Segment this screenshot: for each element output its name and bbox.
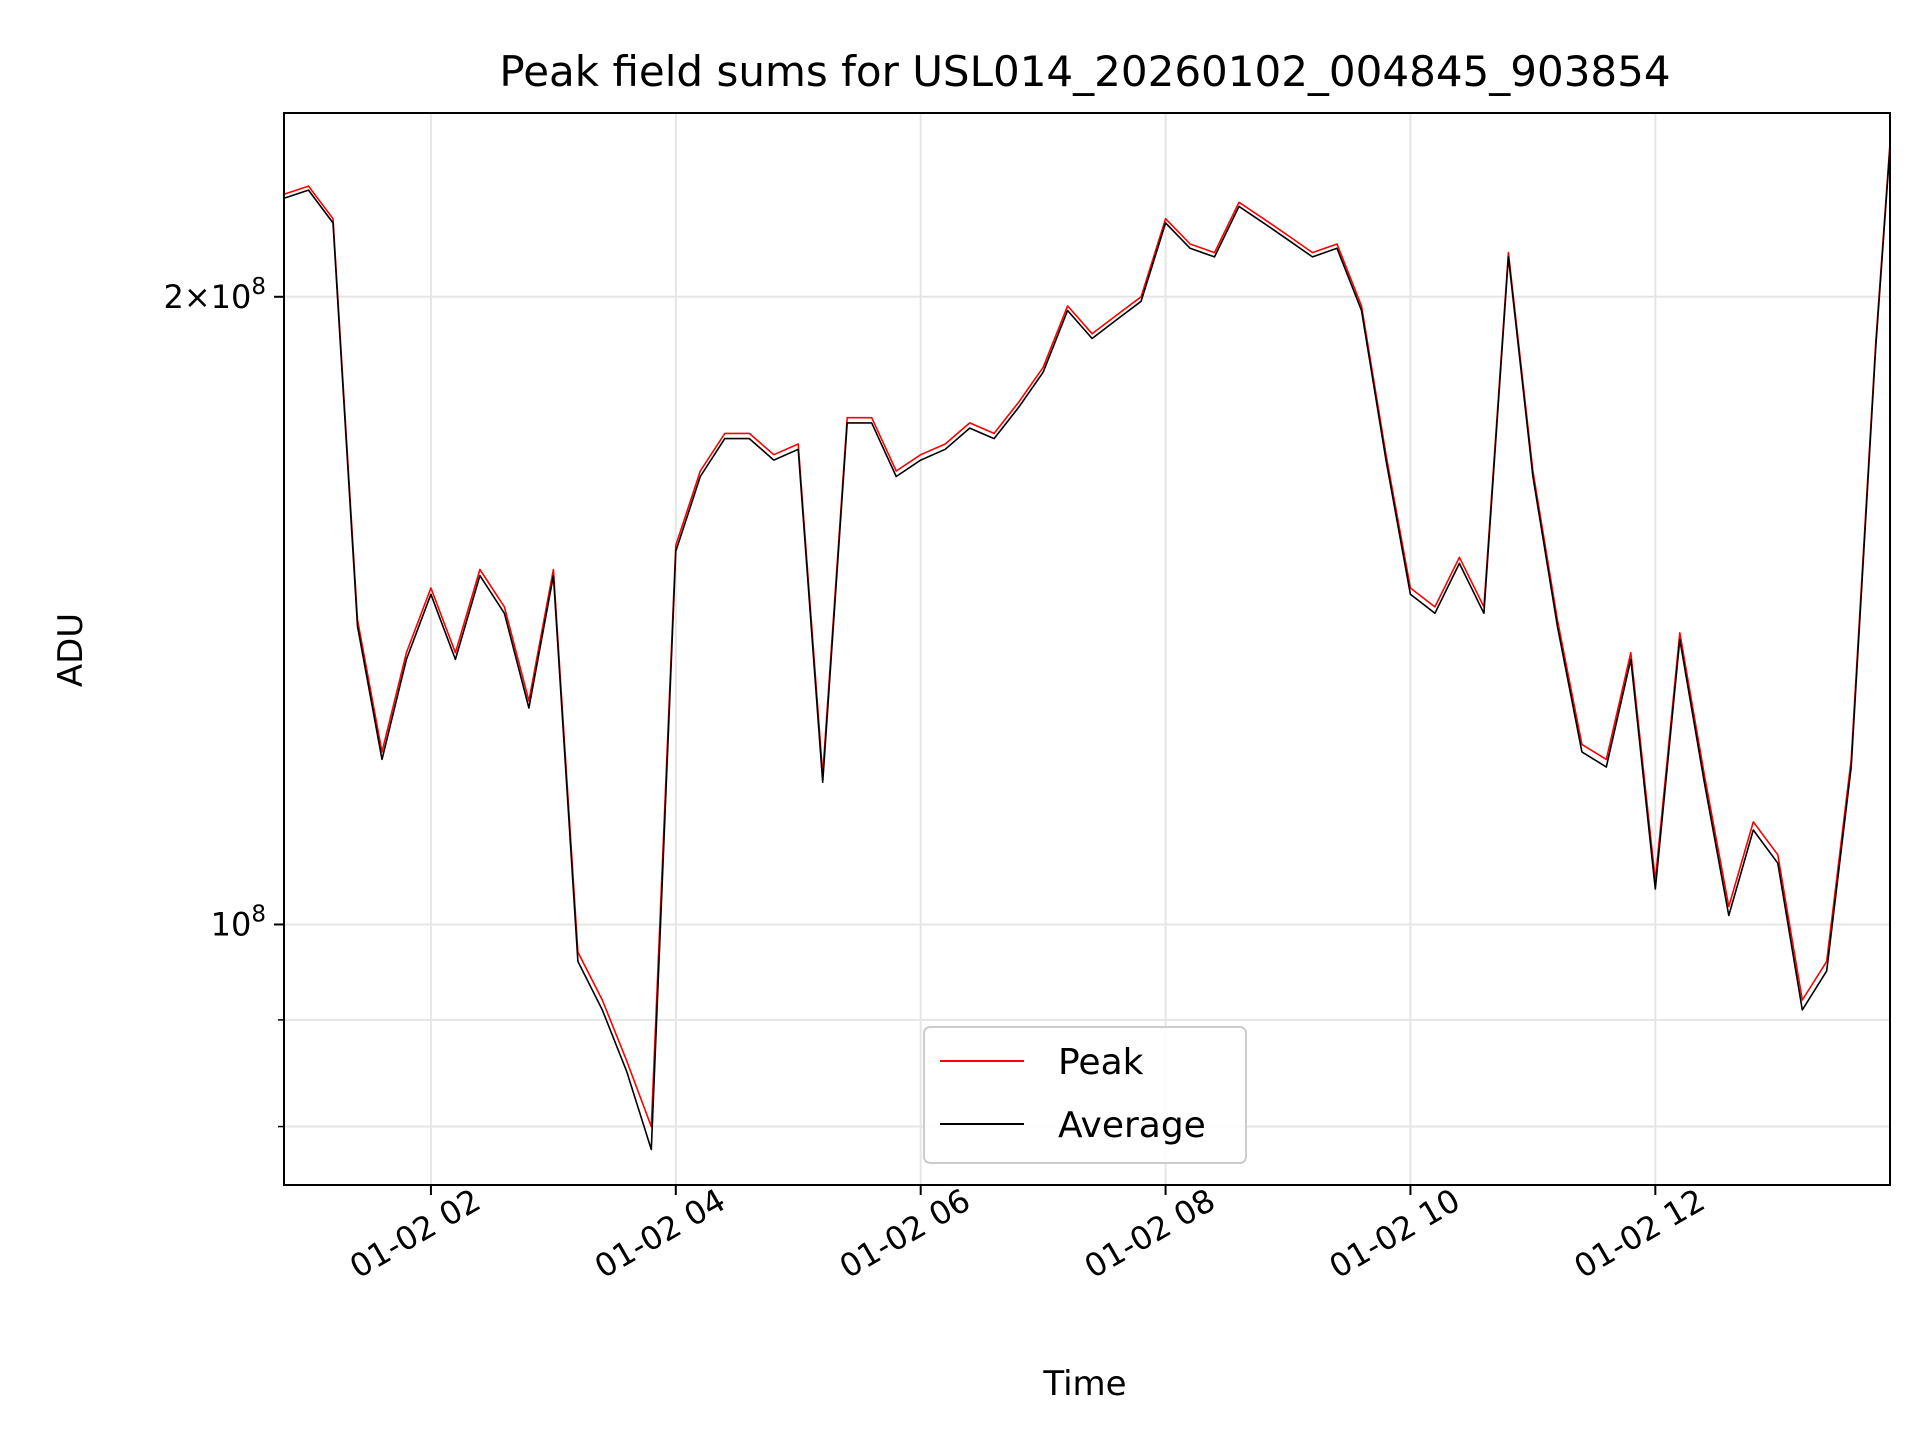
series-line-peak (283, 143, 1891, 1128)
x-axis-label: Time (1042, 1364, 1126, 1404)
series-layer (283, 143, 1891, 1151)
grid (284, 113, 1890, 1185)
y-tick-label: 2×108 (163, 274, 266, 316)
y-tick-label: 108 (211, 901, 266, 943)
y-axis-label: ADU (51, 613, 91, 687)
plot-frame (283, 112, 1891, 1186)
y-axis: 108 2×108 (163, 274, 284, 1128)
legend-label-peak: Peak (1058, 1042, 1144, 1083)
series-line-average (283, 146, 1891, 1151)
chart-title: Peak field sums for USL014_20260102_0048… (499, 47, 1670, 96)
legend: Peak Average (923, 1026, 1247, 1164)
legend-label-average: Average (1058, 1105, 1206, 1146)
